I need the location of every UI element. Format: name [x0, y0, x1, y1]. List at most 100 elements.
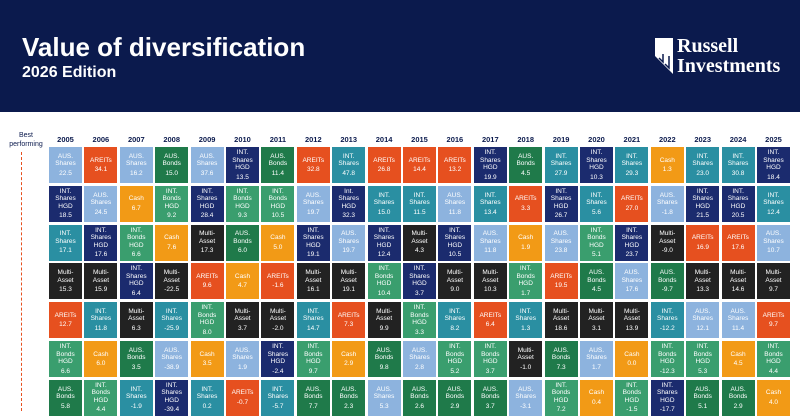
asset-return: 12.7: [59, 321, 72, 329]
asset-return: -1.5: [626, 406, 638, 414]
asset-cell: Multi-Asset 9.9: [367, 302, 401, 339]
asset-name: AUS. Bonds: [304, 385, 323, 401]
asset-cell: INT. Bonds HGD 9.3: [226, 185, 259, 222]
asset-cell: Multi-Asset 14.6: [721, 263, 755, 300]
asset-return: 9.2: [167, 212, 177, 220]
asset-name: INT. Shares HGD: [232, 149, 253, 171]
asset-return: 7.2: [556, 406, 566, 414]
asset-name: INT. Shares HGD: [196, 187, 218, 210]
asset-name: AUS. Bonds: [233, 230, 252, 245]
asset-cell: INT. Shares 14.7: [296, 302, 330, 339]
asset-cell: Multi-Asset 10.3: [473, 263, 507, 300]
asset-return: 6.3: [131, 324, 141, 332]
asset-return: 16.2: [129, 169, 143, 177]
header: Value of diversification 2026 Edition Ru…: [0, 0, 800, 112]
asset-return: 27.9: [554, 169, 568, 177]
asset-return: 6.6: [131, 251, 141, 259]
asset-cell: Cash 6.0: [84, 341, 118, 377]
asset-return: 12.1: [696, 324, 710, 332]
asset-name: AUS. Shares: [55, 152, 76, 168]
asset-cell: AUS. Shares 22.5: [49, 147, 82, 183]
title: Value of diversification: [22, 32, 306, 62]
asset-cell: AUS. Shares -1.8: [650, 185, 684, 222]
asset-cell: INT. Bonds HGD 9.7: [296, 341, 330, 377]
asset-cell: Int. Shares HGD 32.3: [332, 185, 366, 222]
asset-return: 4.5: [591, 286, 602, 294]
asset-cell: INT. Shares 13.4: [473, 185, 507, 222]
asset-return: 5.8: [60, 402, 71, 410]
asset-name: Multi-Asset: [198, 230, 216, 245]
asset-return: 3.5: [131, 363, 141, 371]
asset-cell: INT. Shares HGD 3.7: [403, 263, 436, 300]
asset-cell: Cash 4.7: [226, 263, 259, 300]
asset-name: AUS. Bonds: [728, 385, 748, 401]
asset-return: 20.5: [731, 212, 745, 220]
asset-cell: INT. Shares HGD 20.5: [721, 185, 755, 222]
asset-name: Multi-Asset: [305, 269, 322, 284]
asset-return: 6.4: [485, 321, 495, 329]
year-label: 2014: [375, 135, 393, 144]
logo-mark: [655, 38, 673, 74]
asset-name: AREITs: [514, 195, 537, 203]
asset-return: 5.3: [379, 402, 389, 410]
asset-return: 27.0: [625, 204, 639, 212]
asset-return: 3.5: [202, 360, 212, 367]
asset-name: AREITs: [444, 156, 466, 164]
asset-name: AUS. Shares: [586, 346, 607, 362]
asset-name: AUS. Shares: [338, 230, 359, 245]
asset-cell: INT. Bonds HGD 4.4: [757, 341, 790, 377]
asset-name: Cash: [730, 350, 746, 358]
asset-cell: INT. Shares HGD 28.4: [190, 185, 224, 222]
asset-name: Multi-Asset: [588, 307, 605, 323]
asset-return: 10.3: [590, 173, 603, 181]
asset-name: AREITs: [691, 234, 714, 242]
asset-cell: AUS. Bonds 5.8: [49, 379, 82, 416]
asset-cell: AUS. Shares 17.6: [615, 263, 649, 300]
asset-return: 3.7: [237, 324, 248, 332]
asset-cell: INT. Shares HGD 21.5: [686, 185, 720, 222]
year-label: 2013: [340, 135, 358, 144]
asset-cell: INT. Shares 0.2: [190, 379, 224, 416]
asset-cell: Multi-Asset -2.0: [261, 302, 295, 339]
asset-cell: INT. Shares HGD 12.4: [367, 224, 401, 261]
asset-cell: INT. Shares HGD 19.1: [296, 224, 330, 261]
asset-name: AREITs: [90, 156, 112, 164]
asset-name: INT. Shares: [196, 385, 218, 401]
asset-cell: AUS. Bonds 4.5: [509, 147, 543, 183]
asset-name: INT. Shares: [515, 307, 536, 323]
asset-return: 0.4: [591, 398, 602, 406]
asset-return: 6.0: [237, 247, 248, 255]
asset-name: INT. Shares: [763, 191, 784, 207]
asset-name: AUS. Shares: [621, 269, 643, 284]
year-label: 2020: [588, 135, 605, 144]
asset-cell: INT. Bonds HGD 8.0: [190, 302, 224, 339]
asset-name: INT. Shares HGD: [727, 187, 749, 210]
asset-name: INT. Shares HGD: [373, 226, 395, 249]
asset-cell: INT. Shares 11.8: [84, 302, 118, 339]
asset-cell: AUS. Shares 23.8: [544, 224, 578, 261]
asset-return: 22.5: [59, 169, 72, 177]
asset-return: 15.3: [59, 286, 72, 294]
asset-cell: AREITs 7.3: [332, 302, 366, 339]
asset-name: INT. Shares HGD: [409, 265, 430, 288]
asset-name: Cash: [765, 389, 782, 397]
asset-return: 1.3: [521, 324, 531, 332]
asset-return: 17.6: [625, 286, 639, 294]
asset-return: 13.9: [625, 324, 639, 332]
asset-cell: AUS. Shares 24.5: [84, 185, 118, 222]
asset-return: 8.2: [450, 324, 460, 332]
asset-name: AUS. Shares: [161, 346, 182, 362]
asset-cell: INT. Shares 15.0: [367, 185, 401, 222]
asset-return: 21.5: [696, 212, 710, 220]
asset-name: INT. Shares: [55, 230, 76, 245]
asset-return: 14.4: [413, 166, 426, 173]
asset-cell: AUS. Shares 37.6: [190, 147, 224, 183]
asset-name: INT. Shares: [125, 385, 147, 401]
asset-return: 28.4: [200, 212, 214, 220]
asset-return: 14.7: [306, 324, 320, 332]
asset-cell: INT. Bonds HGD 5.3: [686, 341, 720, 377]
asset-return: -1.8: [661, 208, 673, 216]
asset-cell: AUS. Bonds 2.9: [438, 379, 472, 416]
asset-cell: Multi-Asset -1.0: [509, 341, 543, 377]
